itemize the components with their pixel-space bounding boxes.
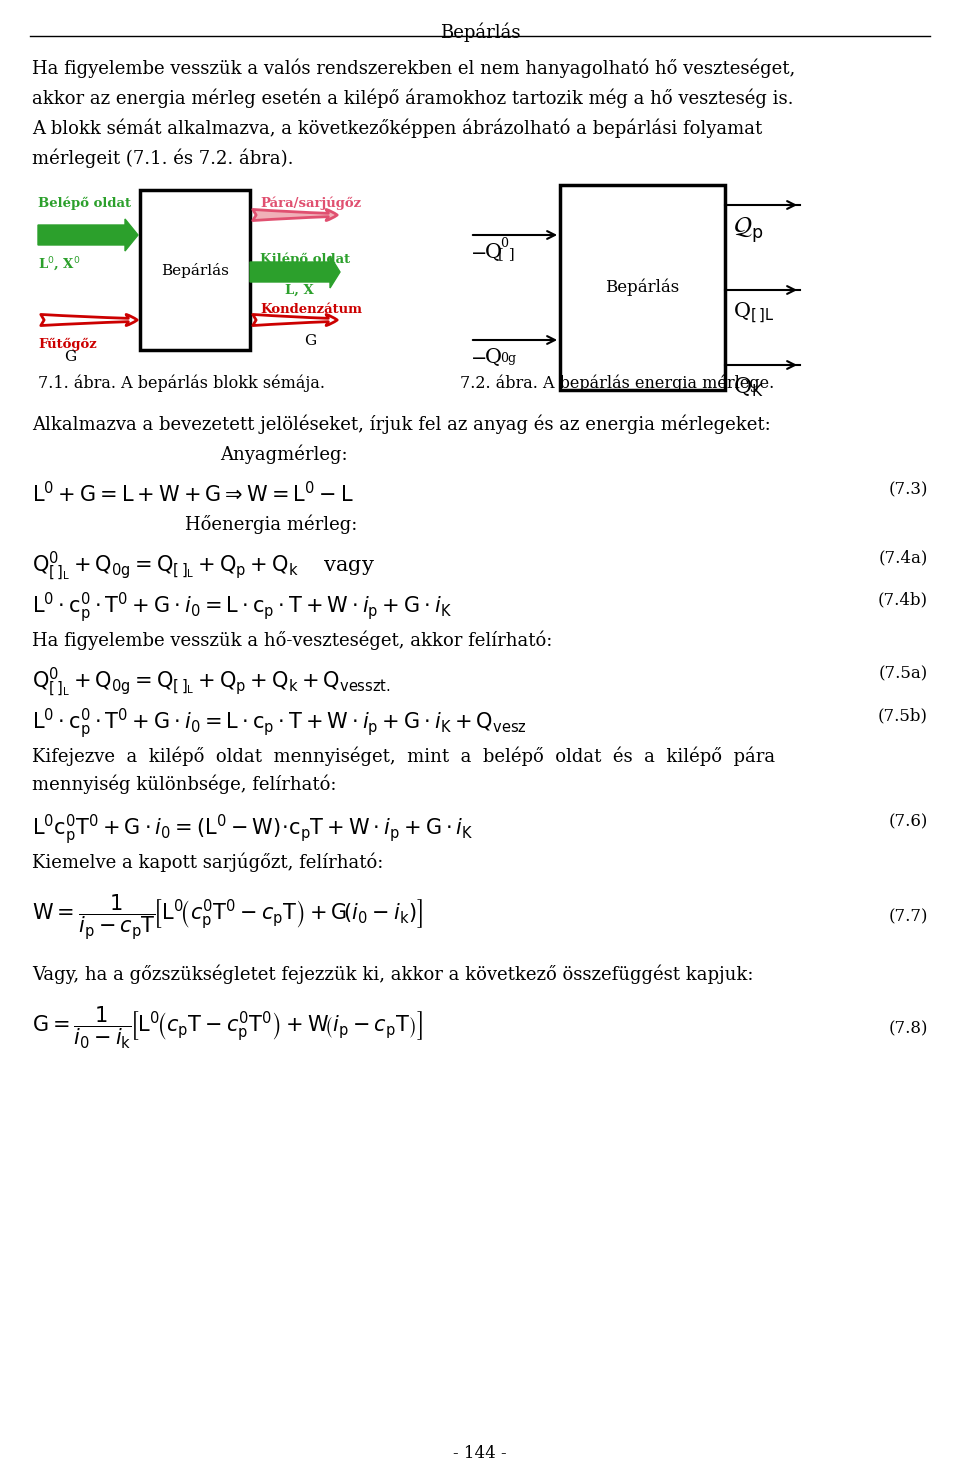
Text: Kifejezve  a  kilépő  oldat  mennyiséget,  mint  a  belépő  oldat  és  a  kilépő: Kifejezve a kilépő oldat mennyiséget, mi… — [32, 747, 775, 766]
Text: (7.5b): (7.5b) — [878, 708, 928, 724]
Text: G: G — [64, 349, 76, 364]
Text: 7.2. ábra. A bepárlás energia mérlege.: 7.2. ábra. A bepárlás energia mérlege. — [460, 374, 775, 392]
Text: L, X: L, X — [285, 284, 314, 297]
Text: (7.7): (7.7) — [889, 908, 928, 925]
Text: Bepárlás: Bepárlás — [606, 279, 680, 297]
Text: Kilépő oldat: Kilépő oldat — [260, 253, 350, 266]
Text: (7.6): (7.6) — [889, 813, 928, 830]
Text: Ha figyelembe vesszük a valós rendszerekben el nem hanyagolható hő veszteséget,: Ha figyelembe vesszük a valós rendszerek… — [32, 58, 795, 77]
Text: 7.1. ábra. A bepárlás blokk sémája.: 7.1. ábra. A bepárlás blokk sémája. — [38, 374, 325, 392]
Text: Bepárlás: Bepárlás — [440, 22, 520, 41]
Text: A blokk sémát alkalmazva, a következőképpen ábrázolható a bepárlási folyamat: A blokk sémát alkalmazva, a következőkép… — [32, 118, 762, 137]
Text: Q: Q — [485, 243, 502, 262]
Text: Q: Q — [485, 348, 502, 367]
Text: mennyiség különbsége, felírható:: mennyiség különbsége, felírható: — [32, 775, 337, 794]
Text: 0: 0 — [500, 237, 508, 250]
Text: $\mathrm{W} = \dfrac{1}{i_\mathrm{p} - c_\mathrm{p}\mathrm{T}}\!\left[\mathrm{L}: $\mathrm{W} = \dfrac{1}{i_\mathrm{p} - c… — [32, 893, 422, 943]
Text: $\mathrm{L}^0 + \mathrm{G} = \mathrm{L} + \mathrm{W} + \mathrm{G} \Rightarrow \m: $\mathrm{L}^0 + \mathrm{G} = \mathrm{L} … — [32, 481, 353, 506]
Polygon shape — [250, 256, 340, 288]
Text: $\mathrm{L}^0 \cdot \mathrm{c}^0_\mathrm{p} \cdot \mathrm{T}^0 + \mathrm{G} \cdo: $\mathrm{L}^0 \cdot \mathrm{c}^0_\mathrm… — [32, 708, 527, 741]
Text: Fűtőgőz: Fűtőgőz — [38, 338, 97, 351]
Text: Ha figyelembe vesszük a hő-veszteséget, akkor felírható:: Ha figyelembe vesszük a hő-veszteséget, … — [32, 632, 552, 651]
Text: Q$_{[\,]\mathrm{L}}$: Q$_{[\,]\mathrm{L}}$ — [733, 300, 774, 325]
Text: Pára/sarjúgőz: Pára/sarjúgőz — [260, 196, 361, 209]
Text: Vagy, ha a gőzszükségletet fejezzük ki, akkor a következő összefüggést kapjuk:: Vagy, ha a gőzszükségletet fejezzük ki, … — [32, 965, 754, 984]
Text: $\mathrm{L}^0 \cdot \mathrm{c}^0_\mathrm{p} \cdot \mathrm{T}^0 + \mathrm{G} \cdo: $\mathrm{L}^0 \cdot \mathrm{c}^0_\mathrm… — [32, 591, 452, 626]
Text: $-$: $-$ — [470, 243, 487, 262]
Text: $\mathrm{G} = \dfrac{1}{i_0 - i_\mathrm{k}}\!\left[\mathrm{L}^0\!\left(c_\mathrm: $\mathrm{G} = \dfrac{1}{i_0 - i_\mathrm{… — [32, 1004, 422, 1051]
Text: [ ]: [ ] — [498, 247, 515, 262]
Text: $\mathrm{Q}^0_{[\,]_\mathrm{L}} + \mathrm{Q}_{0\mathrm{g}} = \mathrm{Q}_{[\,]_\m: $\mathrm{Q}^0_{[\,]_\mathrm{L}} + \mathr… — [32, 665, 391, 699]
Text: Bepárlás: Bepárlás — [161, 263, 228, 278]
Text: Alkalmazva a bevezetett jelöléseket, írjuk fel az anyag és az energia mérlegeket: Alkalmazva a bevezetett jelöléseket, írj… — [32, 415, 771, 434]
Polygon shape — [38, 219, 138, 251]
Text: - 144 -: - 144 - — [453, 1444, 507, 1462]
Text: Q$_\mathrm{K}$: Q$_\mathrm{K}$ — [733, 374, 764, 399]
Text: $\mathrm{Q}^0_{[\,]_\mathrm{L}} + \mathrm{Q}_{0\mathrm{g}} = \mathrm{Q}_{[\,]_\m: $\mathrm{Q}^0_{[\,]_\mathrm{L}} + \mathr… — [32, 550, 375, 583]
Text: Kondenzátum: Kondenzátum — [260, 303, 362, 316]
Text: (7.4a): (7.4a) — [878, 550, 928, 566]
Text: $-$: $-$ — [470, 348, 487, 366]
Text: (7.5a): (7.5a) — [878, 665, 928, 681]
Bar — [560, 186, 725, 390]
Text: Hőenergia mérleg:: Hőenergia mérleg: — [185, 515, 357, 535]
Text: Anyagmérleg:: Anyagmérleg: — [220, 444, 348, 465]
Text: (7.8): (7.8) — [889, 1020, 928, 1037]
Text: mérlegeit (7.1. és 7.2. ábra).: mérlegeit (7.1. és 7.2. ábra). — [32, 148, 294, 168]
Text: $\mathcal{Q}_\mathrm{p}$: $\mathcal{Q}_\mathrm{p}$ — [733, 215, 764, 244]
Text: Kiemelve a kapott sarjúgőzt, felírható:: Kiemelve a kapott sarjúgőzt, felírható: — [32, 852, 383, 873]
Text: Belépő oldat: Belépő oldat — [38, 197, 131, 211]
Text: akkor az energia mérleg esetén a kilépő áramokhoz tartozik még a hő veszteség is: akkor az energia mérleg esetén a kilépő … — [32, 88, 794, 108]
Text: (7.3): (7.3) — [889, 481, 928, 499]
Text: $\mathrm{L}^0\mathrm{c}^0_\mathrm{p}\mathrm{T}^0 + \mathrm{G} \cdot i_0 = \left(: $\mathrm{L}^0\mathrm{c}^0_\mathrm{p}\mat… — [32, 813, 473, 848]
Text: (7.4b): (7.4b) — [877, 591, 928, 608]
Text: 0g: 0g — [500, 352, 516, 366]
Bar — [140, 190, 250, 349]
Text: G: G — [304, 333, 316, 348]
Text: L$^0$, X$^0$: L$^0$, X$^0$ — [38, 256, 81, 273]
